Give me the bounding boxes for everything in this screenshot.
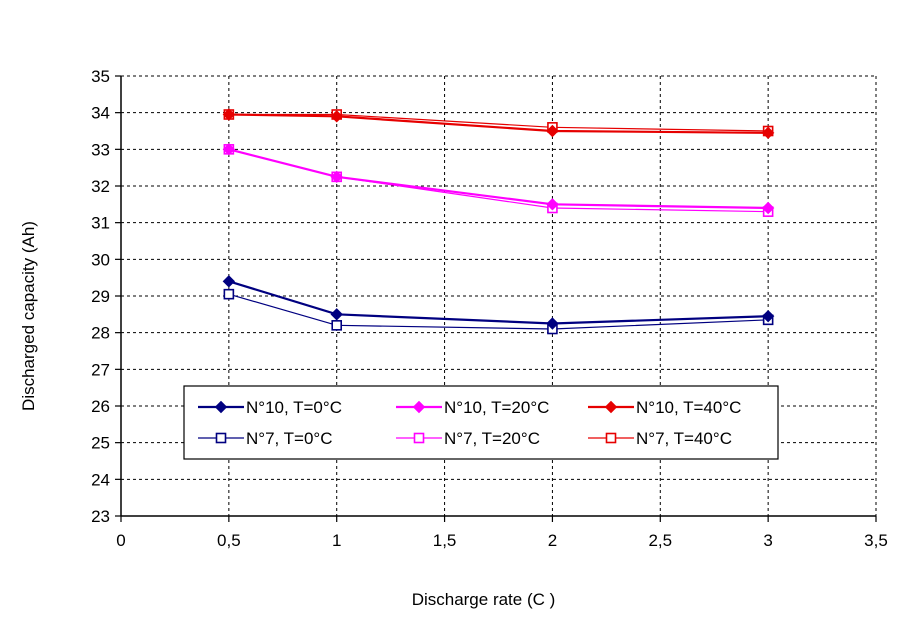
legend-label: N°7, T=20°C	[444, 429, 540, 448]
legend-label: N°10, T=40°C	[636, 398, 741, 417]
y-tick-label: 34	[91, 104, 110, 123]
y-tick-label: 23	[91, 507, 110, 526]
data-point	[330, 170, 343, 184]
legend-marker	[412, 400, 426, 414]
legend-marker	[413, 432, 425, 444]
data-point	[331, 320, 343, 331]
data-point	[546, 124, 559, 138]
legend-entry: N°7, T=20°C	[396, 429, 540, 448]
x-tick-label: 0	[116, 531, 125, 550]
legend: N°10, T=0°C N°10, T=20°C N°10, T=40°C N°7, …	[183, 385, 779, 460]
data-point	[223, 288, 235, 300]
legend-label: N°7, T=40°C	[636, 429, 732, 448]
data-point	[761, 201, 775, 215]
data-point	[761, 309, 775, 323]
y-tick-label: 33	[91, 140, 110, 159]
x-tick-label: 2	[548, 531, 557, 550]
y-tick-label: 31	[91, 214, 110, 233]
x-tick-label: 3	[763, 531, 772, 550]
legend-marker	[604, 400, 618, 414]
series-line	[228, 293, 769, 330]
axes: 23 24 25 26 27 28 29 30 31 32 33 34 35 0 0,5 1 1,5 2 2,5 3 3…	[91, 67, 888, 550]
legend-entry: N°10, T=0°C	[198, 398, 342, 417]
data-point	[546, 317, 559, 330]
y-tick-label: 32	[91, 177, 110, 196]
legend-box	[183, 385, 779, 460]
x-tick-label: 0,5	[217, 531, 241, 550]
x-axis-title: Discharge rate (C )	[412, 590, 556, 609]
legend-label: N°10, T=20°C	[444, 398, 549, 417]
data-point	[330, 308, 343, 321]
data-point	[761, 126, 775, 140]
y-axis-title: Discharged capacity (Ah)	[19, 221, 38, 411]
y-tick-label: 27	[91, 360, 110, 379]
legend-entry: N°7, T=0°C	[198, 429, 333, 448]
legend-marker	[605, 432, 617, 444]
x-tick-label: 3,5	[864, 531, 888, 550]
y-tick-label: 29	[91, 287, 110, 306]
series-line	[228, 148, 769, 210]
data-point	[546, 198, 559, 211]
series-line	[228, 280, 769, 325]
x-tick-label: 2,5	[648, 531, 672, 550]
series-layer	[222, 108, 775, 335]
series-2	[222, 108, 775, 140]
legend-entry: N°10, T=20°C	[396, 398, 549, 417]
y-tick-label: 35	[91, 67, 110, 86]
legend-marker	[215, 432, 227, 444]
x-tick-label: 1,5	[433, 531, 457, 550]
legend-label: N°10, T=0°C	[246, 398, 342, 417]
data-point	[222, 275, 236, 288]
legend-label: N°7, T=0°C	[246, 429, 333, 448]
data-point	[330, 110, 343, 123]
y-tick-label: 30	[91, 250, 110, 269]
x-tick-label: 1	[332, 531, 341, 550]
series-1	[222, 143, 775, 215]
y-tick-label: 25	[91, 434, 110, 453]
data-point	[222, 108, 236, 121]
legend-marker	[214, 400, 228, 414]
legend-entry: N°7, T=40°C	[588, 429, 732, 448]
legend-entry: N°10, T=40°C	[588, 398, 741, 417]
y-tick-label: 24	[91, 470, 110, 489]
y-tick-label: 26	[91, 397, 110, 416]
data-point	[222, 143, 236, 156]
series-line	[228, 113, 769, 134]
y-tick-label: 28	[91, 324, 110, 343]
series-0	[222, 275, 775, 330]
